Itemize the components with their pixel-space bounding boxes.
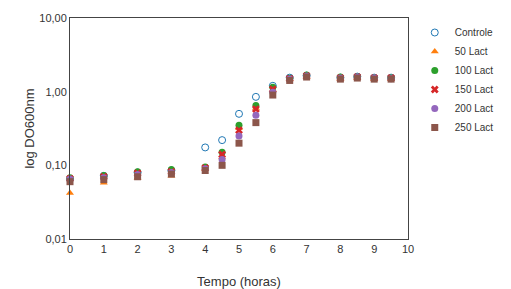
svg-text:6: 6 xyxy=(270,243,276,255)
svg-text:3: 3 xyxy=(168,243,174,255)
svg-text:10: 10 xyxy=(402,243,414,255)
svg-text:log DO600nm: log DO600nm xyxy=(22,88,37,168)
svg-text:Tempo (horas): Tempo (horas) xyxy=(197,274,281,289)
svg-text:150 Lact: 150 Lact xyxy=(455,84,494,95)
svg-text:9: 9 xyxy=(371,243,377,255)
svg-text:4: 4 xyxy=(202,243,208,255)
svg-text:1: 1 xyxy=(101,243,107,255)
svg-text:Controle: Controle xyxy=(455,27,493,38)
svg-text:100 Lact: 100 Lact xyxy=(455,65,494,76)
svg-text:7: 7 xyxy=(304,243,310,255)
svg-text:50 Lact: 50 Lact xyxy=(455,46,488,57)
svg-text:5: 5 xyxy=(236,243,242,255)
svg-text:8: 8 xyxy=(337,243,343,255)
svg-text:0,10: 0,10 xyxy=(45,159,66,171)
svg-text:2: 2 xyxy=(135,243,141,255)
svg-text:10,00: 10,00 xyxy=(39,12,67,24)
svg-text:200 Lact: 200 Lact xyxy=(455,103,494,114)
svg-text:1,00: 1,00 xyxy=(45,86,66,98)
svg-text:250 Lact: 250 Lact xyxy=(455,122,494,133)
svg-text:0: 0 xyxy=(67,243,73,255)
svg-text:0,01: 0,01 xyxy=(45,233,66,245)
